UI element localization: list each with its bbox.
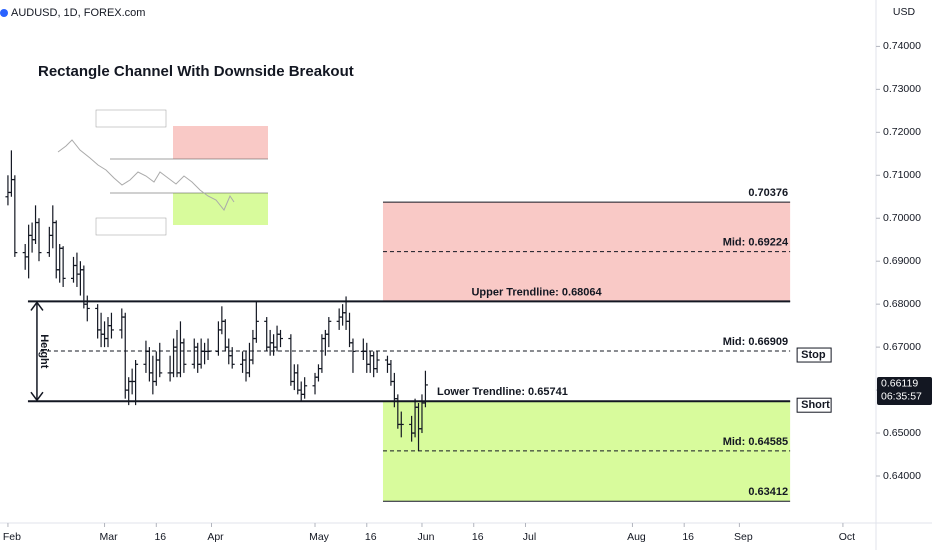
y-tick-label: 0.71000 bbox=[883, 169, 921, 181]
y-tick-label: 0.67000 bbox=[883, 341, 921, 353]
thumbnail-green bbox=[173, 193, 268, 225]
x-tick-label: 16 bbox=[472, 531, 484, 543]
signal-label: Stop bbox=[801, 349, 826, 361]
arrow-head bbox=[30, 301, 44, 311]
x-tick-label: Apr bbox=[207, 531, 224, 543]
x-tick-label: Feb bbox=[3, 531, 21, 543]
x-tick-label: Oct bbox=[839, 531, 855, 543]
zone-bottom-label: 0.63412 bbox=[748, 486, 788, 498]
height-label: Height bbox=[38, 334, 50, 369]
x-tick-label: 16 bbox=[154, 531, 166, 543]
y-tick-label: 0.64000 bbox=[883, 470, 921, 482]
x-tick-label: 16 bbox=[365, 531, 377, 543]
chart-title: Rectangle Channel With Downside Breakout bbox=[38, 63, 354, 80]
y-tick-label: 0.68000 bbox=[883, 298, 921, 310]
thumbnail-red bbox=[173, 126, 268, 159]
countdown: 06:35:57 bbox=[881, 391, 922, 403]
mid-label: Mid: 0.66909 bbox=[723, 336, 788, 348]
x-tick-label: Aug bbox=[627, 531, 646, 543]
last-price: 0.66119 bbox=[881, 378, 918, 390]
zone-mid-label: Mid: 0.69224 bbox=[723, 236, 789, 248]
y-tick-label: 0.65000 bbox=[883, 427, 921, 439]
symbol-icon bbox=[0, 9, 8, 17]
y-tick-label: 0.70000 bbox=[883, 212, 921, 224]
currency: USD bbox=[893, 6, 916, 18]
signal-box bbox=[796, 347, 832, 363]
x-tick-label: May bbox=[309, 531, 330, 543]
signal-box bbox=[796, 397, 832, 413]
y-tick-label: 0.69000 bbox=[883, 255, 921, 267]
x-tick-label: 16 bbox=[682, 531, 694, 543]
x-tick-label: Jun bbox=[418, 531, 435, 543]
upper-label: Upper Trendline: 0.68064 bbox=[471, 286, 602, 298]
zone-mid-label: Mid: 0.64585 bbox=[723, 436, 788, 448]
symbol: AUDUSD, 1D, FOREX.com bbox=[11, 7, 145, 19]
y-tick-label: 0.74000 bbox=[883, 40, 921, 52]
symbol-header: AUDUSD, 1D, FOREX.com bbox=[0, 7, 145, 19]
thumbnail-box bbox=[95, 217, 167, 236]
last-price-box bbox=[877, 376, 932, 405]
thumbnail bbox=[57, 100, 270, 236]
y-tick-label: 0.73000 bbox=[883, 83, 921, 95]
y-tick-label: 0.72000 bbox=[883, 126, 921, 138]
lower-label: Lower Trendline: 0.65741 bbox=[437, 386, 568, 398]
x-tick-label: Sep bbox=[734, 531, 753, 543]
x-tick-label: Mar bbox=[99, 531, 118, 543]
thumbnail-box bbox=[95, 109, 167, 128]
zone-top-label: 0.70376 bbox=[748, 187, 788, 199]
signal-label: Short bbox=[801, 399, 830, 411]
thumbnail-price bbox=[57, 139, 235, 211]
arrow-head bbox=[30, 391, 44, 402]
x-tick-label: Jul bbox=[523, 531, 536, 543]
